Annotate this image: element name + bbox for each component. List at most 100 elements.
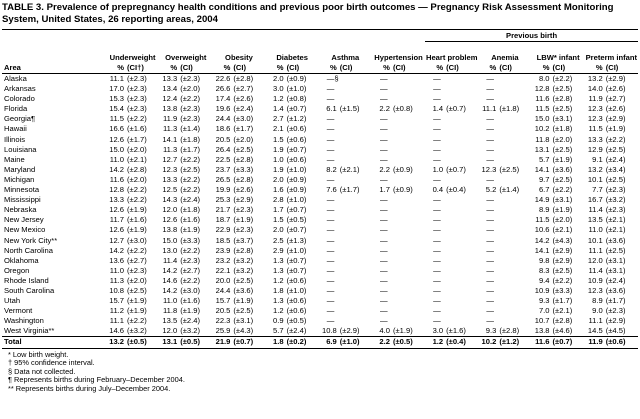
- group-header: Underweight: [109, 53, 156, 62]
- percent-cell: 15.0: [109, 144, 124, 154]
- ci-header: (CI): [498, 62, 532, 74]
- ci-cell: (±2.5): [233, 144, 254, 154]
- percent-cell: 11.8: [535, 134, 550, 144]
- percent-cell: 2.0: [273, 74, 284, 83]
- no-data-cell: —: [486, 84, 494, 94]
- no-data-cell: —: [486, 215, 494, 225]
- ci-cell: (±3.2): [127, 326, 147, 336]
- no-data-cell: —: [433, 285, 441, 295]
- ci-cell: (±0.9): [286, 185, 307, 195]
- no-data-cell: —: [486, 124, 494, 134]
- ci-header: (CI): [391, 62, 426, 74]
- ci-cell: (±1.6): [446, 326, 466, 336]
- ci-cell: (±0.6): [286, 154, 307, 164]
- area-cell: Total: [2, 336, 106, 349]
- no-data-cell: —: [433, 114, 441, 124]
- area-cell: Arkansas: [4, 84, 36, 94]
- no-data-cell: —: [379, 316, 388, 326]
- no-data-cell: —: [433, 316, 441, 326]
- ci-cell: (±2.9): [552, 255, 573, 265]
- percent-cell: 9.7: [538, 174, 550, 184]
- footnote: * Low birth weight.: [8, 349, 69, 359]
- no-data-cell: —: [433, 174, 441, 184]
- no-data-cell: —: [433, 144, 441, 154]
- ci-cell: (±0.4): [446, 185, 466, 195]
- percent-cell: 1.7: [273, 205, 284, 215]
- percent-cell: 14.2: [534, 235, 550, 245]
- table-row: Hawaii 16.6 (±1.6) 11.3 (±1.4) 18.6 (±1.7) 2.1(…: [2, 124, 638, 134]
- no-data-cell: —: [433, 255, 441, 265]
- percent-cell: 11.1: [588, 245, 603, 255]
- group-header: Anemia: [491, 53, 519, 62]
- ci-cell: (±1.9): [392, 326, 413, 336]
- ci-cell: (±1.9): [605, 124, 626, 134]
- ci-cell: (±0.6): [286, 296, 307, 306]
- percent-cell: 23.9: [215, 245, 231, 255]
- percent-cell: 11.6: [535, 94, 550, 104]
- ci-cell: (±0.7): [446, 104, 466, 114]
- percent-cell: 12.6: [162, 215, 178, 225]
- percent-cell: 11.7: [109, 215, 124, 225]
- ci-cell: (±3.4): [605, 164, 626, 174]
- ci-cell: (±2.2): [552, 275, 573, 285]
- no-data-cell: —: [326, 205, 335, 215]
- percent-cell: 13.3: [109, 195, 124, 205]
- no-data-cell: —: [433, 74, 441, 83]
- table-row: Illinois 12.6 (±1.7) 14.1 (±1.8) 20.5 (±2.0) 1.…: [2, 135, 638, 145]
- no-data-cell: —: [486, 316, 494, 326]
- percent-cell: 11.1: [482, 104, 497, 114]
- percent-cell: 1.9: [273, 164, 284, 174]
- no-data-cell: —: [433, 124, 441, 134]
- ci-cell: (±1.6): [180, 296, 200, 306]
- ci-cell: (±3.1): [552, 114, 573, 124]
- ci-cell: (±2.1): [605, 225, 626, 235]
- no-data-cell: —: [379, 245, 388, 255]
- ci-cell: (±3.6): [605, 285, 626, 295]
- document: TABLE 3. Prevalence of prepregnancy heal…: [2, 2, 638, 393]
- ci-cell: (±2.3): [180, 104, 200, 114]
- ci-header: (CI): [232, 62, 266, 74]
- table-row: Michigan 11.6 (±2.0) 13.3 (±2.2) 26.5 (±2.8) 2.…: [2, 175, 638, 185]
- ci-cell: (±2.4): [605, 154, 626, 164]
- percent-cell: 14.0: [587, 84, 603, 94]
- ci-cell: (±3.1): [552, 195, 573, 205]
- area-cell: Colorado: [4, 94, 35, 104]
- area-cell: Washington: [4, 316, 44, 326]
- percent-cell: 3.0: [432, 326, 444, 336]
- percent-cell: 1.0: [432, 164, 444, 174]
- percent-cell: 15.4: [109, 104, 124, 114]
- ci-cell: (±2.5): [180, 164, 200, 174]
- ci-cell: (±3.0): [180, 285, 200, 295]
- table-row: South Carolina 10.8 (±2.5) 14.2 (±3.0) 24.4 (±…: [2, 286, 638, 296]
- percent-cell: 14.1: [534, 245, 550, 255]
- percent-cell: 7.0: [538, 306, 550, 316]
- ci-cell: (±3.1): [605, 255, 626, 265]
- footnote: ¶ Represents births during February–Dece…: [8, 375, 185, 385]
- ci-cell: (±1.7): [180, 144, 200, 154]
- percent-cell: 2.0: [273, 225, 284, 235]
- ci-cell: (±0.7): [232, 336, 266, 349]
- percent-cell: 14.2: [109, 245, 124, 255]
- ci-cell: (±2.9): [339, 326, 360, 336]
- table-row: Georgia¶ 11.5 (±2.2) 11.9 (±2.3) 24.4 (±3.0) 2.…: [2, 114, 638, 124]
- percent-cell: 11.0: [162, 296, 178, 306]
- percent-cell: 13.8: [162, 225, 178, 235]
- ci-cell: (±1.6): [180, 215, 200, 225]
- no-data-cell: —: [379, 225, 388, 235]
- table-row: Total 13.2 (±0.5) 13.1 (±0.5) 21.9 (±0.7) 1.8 (±…: [2, 336, 638, 349]
- ci-cell: (±3.6): [605, 235, 626, 245]
- ci-cell: (±2.6): [233, 94, 254, 104]
- ci-cell: (±1.4): [499, 185, 520, 195]
- ci-cell: (±0.9): [392, 185, 413, 195]
- ci-cell: (±2.8): [233, 74, 254, 83]
- percent-cell: 10.2: [534, 124, 550, 134]
- percent-cell: 8.3: [538, 265, 550, 275]
- area-cell: New Mexico: [4, 225, 46, 235]
- percent-cell: 13.2: [587, 74, 603, 83]
- ci-header: (CI): [179, 62, 213, 74]
- percent-cell: 15.3: [109, 94, 124, 104]
- table-title: TABLE 3. Prevalence of prepregnancy heal…: [2, 2, 614, 25]
- pct-header: %: [212, 62, 233, 74]
- ci-cell: (±2.0): [552, 215, 573, 225]
